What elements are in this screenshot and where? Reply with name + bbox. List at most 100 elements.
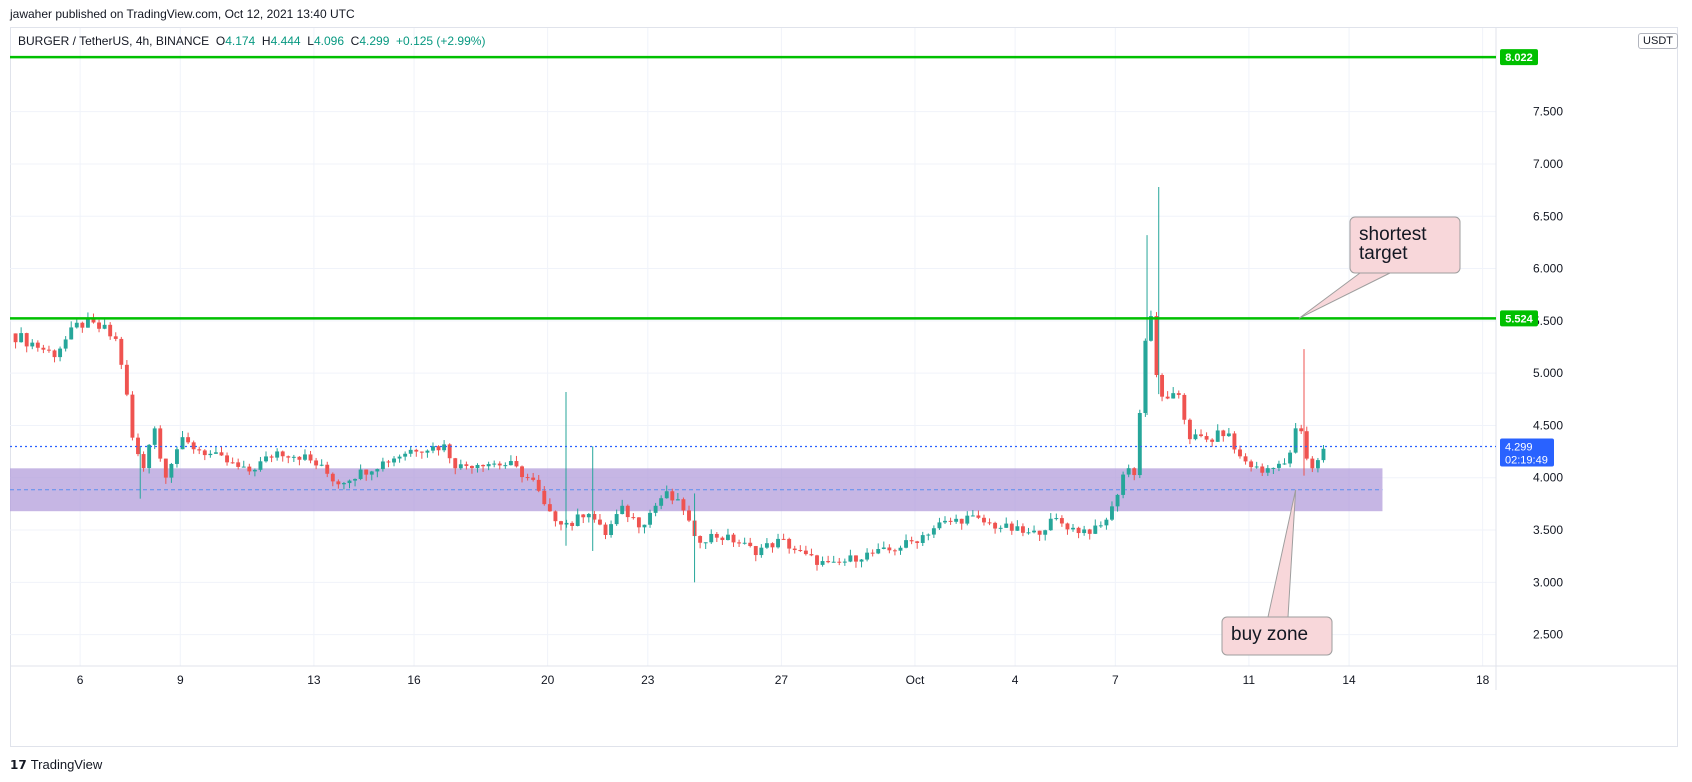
candle: [1260, 463, 1265, 476]
candle-body: [1310, 458, 1315, 469]
candle: [904, 534, 909, 549]
candle-body: [553, 511, 558, 522]
candle-body: [842, 561, 847, 563]
candle-body: [770, 543, 775, 548]
candle-body: [386, 461, 391, 463]
candle-body: [19, 333, 24, 343]
candle: [876, 543, 881, 555]
candle: [1082, 525, 1087, 536]
candle: [1076, 526, 1081, 539]
candle-body: [1315, 460, 1320, 469]
candle-body: [737, 542, 742, 544]
candle-body: [225, 455, 230, 463]
candle: [1193, 429, 1198, 441]
candle-body: [431, 446, 435, 451]
candle: [425, 449, 430, 458]
candle: [63, 336, 68, 352]
candle-body: [58, 348, 63, 358]
candle: [976, 510, 981, 520]
candle-body: [13, 333, 18, 343]
candle: [787, 537, 792, 554]
candle: [898, 545, 903, 555]
candle-body: [1043, 530, 1048, 535]
candle: [575, 508, 580, 527]
candle: [1160, 373, 1165, 402]
candle-body: [987, 522, 992, 524]
candle: [458, 459, 463, 470]
candle-body: [186, 437, 191, 443]
candle-body: [597, 519, 602, 525]
candle: [1015, 520, 1020, 531]
low-label: L: [307, 34, 314, 48]
candle: [419, 451, 424, 459]
candle-body: [781, 538, 786, 540]
candle: [870, 549, 875, 557]
callout-text: target: [1359, 243, 1408, 264]
currency-button[interactable]: USDT: [1638, 33, 1678, 49]
candle: [931, 525, 936, 538]
candle-body: [108, 324, 113, 337]
candle: [1238, 445, 1242, 459]
candle: [1299, 424, 1304, 434]
low-value: 4.096: [313, 34, 344, 48]
candle-body: [464, 464, 469, 466]
candle: [375, 468, 380, 478]
candle: [1243, 453, 1248, 465]
y-tick-label: 2.500: [1533, 628, 1563, 642]
candle: [52, 349, 57, 363]
candle-body: [175, 449, 179, 464]
open-label: O: [215, 34, 226, 48]
y-tick-label: 3.500: [1533, 523, 1563, 537]
candle: [252, 468, 257, 477]
candle-body: [1132, 468, 1137, 476]
candle: [659, 495, 664, 510]
candle-body: [926, 534, 931, 536]
candle: [1182, 393, 1187, 425]
candle-body: [1288, 452, 1293, 464]
candle-body: [726, 534, 730, 541]
candle: [959, 518, 964, 530]
candle-body: [208, 453, 213, 456]
open-value: 4.174: [225, 34, 256, 48]
candle: [286, 455, 291, 464]
candle-body: [1321, 448, 1326, 461]
candle: [35, 340, 40, 352]
candle-body: [97, 322, 101, 329]
candle-body: [609, 524, 614, 535]
candle: [798, 545, 803, 553]
candle: [180, 430, 185, 450]
candle-body: [1126, 468, 1131, 475]
candle: [58, 346, 63, 362]
candle: [926, 533, 931, 541]
y-tick-label: 7.000: [1533, 157, 1563, 171]
y-tick-label: 4.000: [1533, 471, 1563, 485]
candle: [1087, 528, 1092, 540]
candle: [442, 440, 447, 453]
candle-body: [503, 465, 508, 467]
candle: [642, 524, 647, 534]
candle: [1110, 501, 1114, 521]
candle: [648, 509, 652, 528]
candle: [41, 344, 46, 354]
candle: [714, 532, 719, 543]
candle: [503, 462, 508, 469]
candle-body: [1243, 456, 1248, 462]
tradingview-footer[interactable]: 𝟭𝟳 TradingView: [10, 757, 102, 772]
candle: [330, 472, 335, 487]
candle: [531, 472, 536, 482]
candle: [1315, 457, 1320, 473]
candle-body: [1054, 518, 1059, 520]
candle-body: [642, 524, 647, 528]
candle-body: [681, 499, 686, 511]
candle-body: [1071, 527, 1075, 530]
candle: [353, 478, 358, 487]
candle-body: [1076, 527, 1081, 534]
callout-box: [1349, 216, 1461, 274]
last-price-countdown: 02:19:49: [1505, 454, 1548, 466]
candle: [993, 521, 998, 534]
candle-body: [308, 454, 313, 461]
symbol-legend: BURGER / TetherUS, 4h, BINANCE O4.174 H4…: [18, 34, 485, 48]
candle: [698, 535, 703, 549]
